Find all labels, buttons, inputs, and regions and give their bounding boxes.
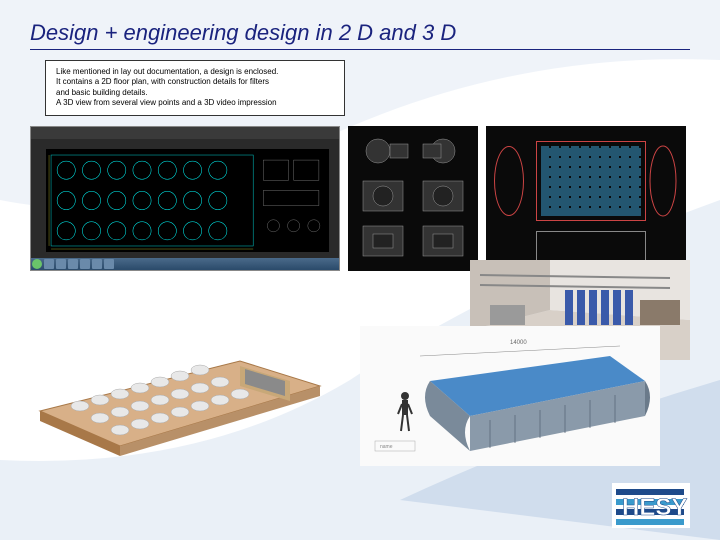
tank-technical-drawing xyxy=(486,126,686,271)
row-bottom-images: 14000 xyxy=(30,326,690,466)
svg-text:HESY: HESY xyxy=(622,494,687,521)
desc-line: It contains a 2D floor plan, with constr… xyxy=(56,77,334,87)
desc-line: Like mentioned in lay out documentation,… xyxy=(56,67,334,77)
row-top-images xyxy=(30,126,690,271)
pump-technical-drawing xyxy=(348,126,478,271)
windows-taskbar xyxy=(31,258,339,270)
desc-line: A 3D view from several view points and a… xyxy=(56,98,334,108)
svg-text:name: name xyxy=(380,444,393,450)
slide-title: Design + engineering design in 2 D and 3… xyxy=(30,20,690,50)
pool-3d-render: 14000 xyxy=(360,326,660,466)
cad-floorplan-screenshot xyxy=(30,126,340,271)
cad-canvas xyxy=(46,149,329,252)
description-box: Like mentioned in lay out documentation,… xyxy=(45,60,345,116)
person-silhouette-icon xyxy=(398,392,412,431)
company-logo: HESY xyxy=(612,483,690,528)
facility-3d-render xyxy=(30,326,330,466)
svg-text:14000: 14000 xyxy=(510,340,527,346)
desc-line: and basic building details. xyxy=(56,88,334,98)
